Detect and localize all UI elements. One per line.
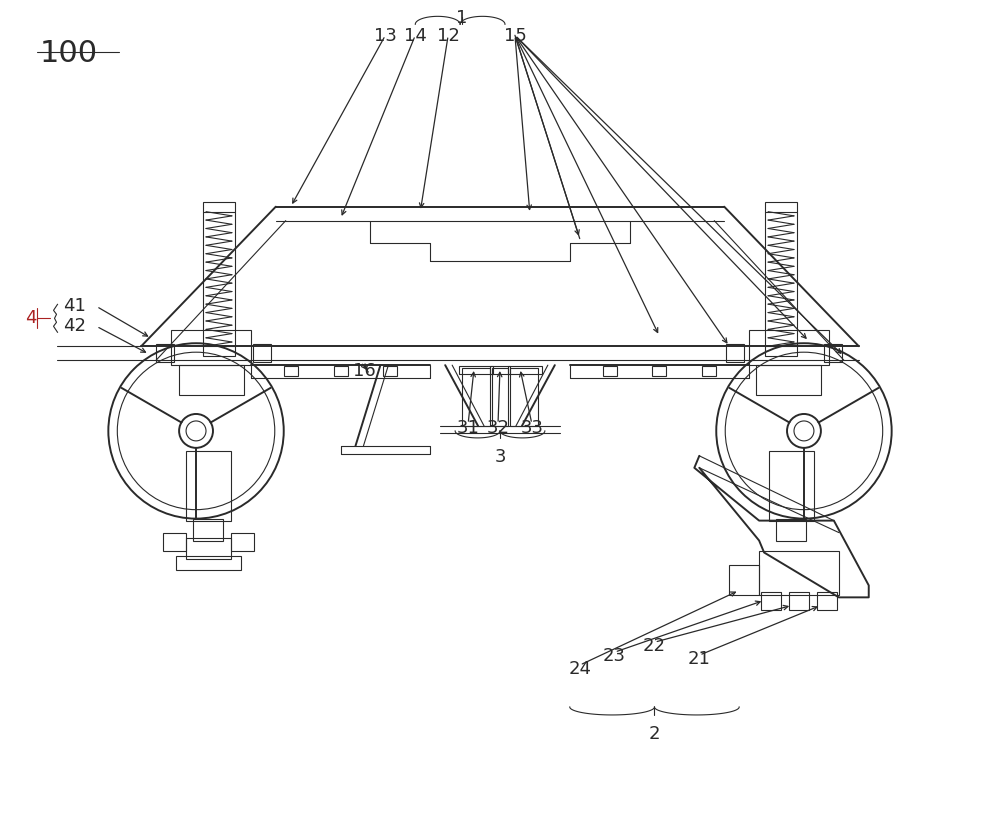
Bar	[203, 346, 235, 356]
Bar	[702, 366, 716, 376]
Text: 33: 33	[520, 419, 543, 437]
Bar	[824, 344, 842, 362]
Bar	[383, 366, 397, 376]
Text: 14: 14	[404, 27, 427, 46]
Bar	[508, 366, 542, 374]
Text: 3: 3	[494, 448, 506, 466]
Bar	[203, 202, 235, 211]
Bar	[652, 366, 666, 376]
Text: 12: 12	[437, 27, 460, 46]
Text: 15: 15	[504, 27, 526, 46]
Bar	[179, 365, 244, 395]
Text: 24: 24	[568, 660, 591, 678]
Bar	[726, 344, 744, 362]
Bar	[156, 344, 174, 362]
Bar	[765, 346, 797, 356]
Bar	[756, 365, 821, 395]
Text: 16: 16	[353, 362, 375, 380]
Text: 23: 23	[603, 647, 626, 665]
Bar	[193, 519, 223, 540]
Text: 13: 13	[374, 27, 397, 46]
Text: 22: 22	[643, 637, 666, 655]
Text: 100: 100	[40, 39, 98, 69]
Text: 41: 41	[63, 297, 86, 315]
Bar	[761, 592, 781, 610]
Bar	[789, 592, 809, 610]
Text: 1: 1	[456, 9, 468, 28]
Bar	[729, 565, 759, 596]
Text: 21: 21	[688, 650, 711, 668]
Text: 31: 31	[457, 419, 480, 437]
Text: 2: 2	[649, 725, 660, 743]
Bar	[462, 368, 490, 426]
Bar	[253, 344, 271, 362]
Text: 4: 4	[25, 309, 37, 327]
Bar	[186, 451, 231, 521]
Bar	[231, 533, 254, 551]
Bar	[459, 366, 493, 374]
Bar	[759, 551, 839, 596]
Bar	[749, 330, 829, 365]
Bar	[603, 366, 617, 376]
Bar	[163, 533, 186, 551]
Bar	[284, 366, 298, 376]
Bar	[176, 557, 241, 570]
Text: 42: 42	[63, 317, 86, 335]
Bar	[765, 202, 797, 211]
Bar	[490, 366, 510, 374]
Bar	[776, 519, 806, 540]
Bar	[817, 592, 837, 610]
Bar	[769, 451, 814, 521]
Bar	[334, 366, 348, 376]
Text: 32: 32	[487, 419, 510, 437]
Bar	[510, 368, 538, 426]
Bar	[186, 538, 231, 560]
Bar	[171, 330, 251, 365]
Bar	[492, 368, 508, 426]
